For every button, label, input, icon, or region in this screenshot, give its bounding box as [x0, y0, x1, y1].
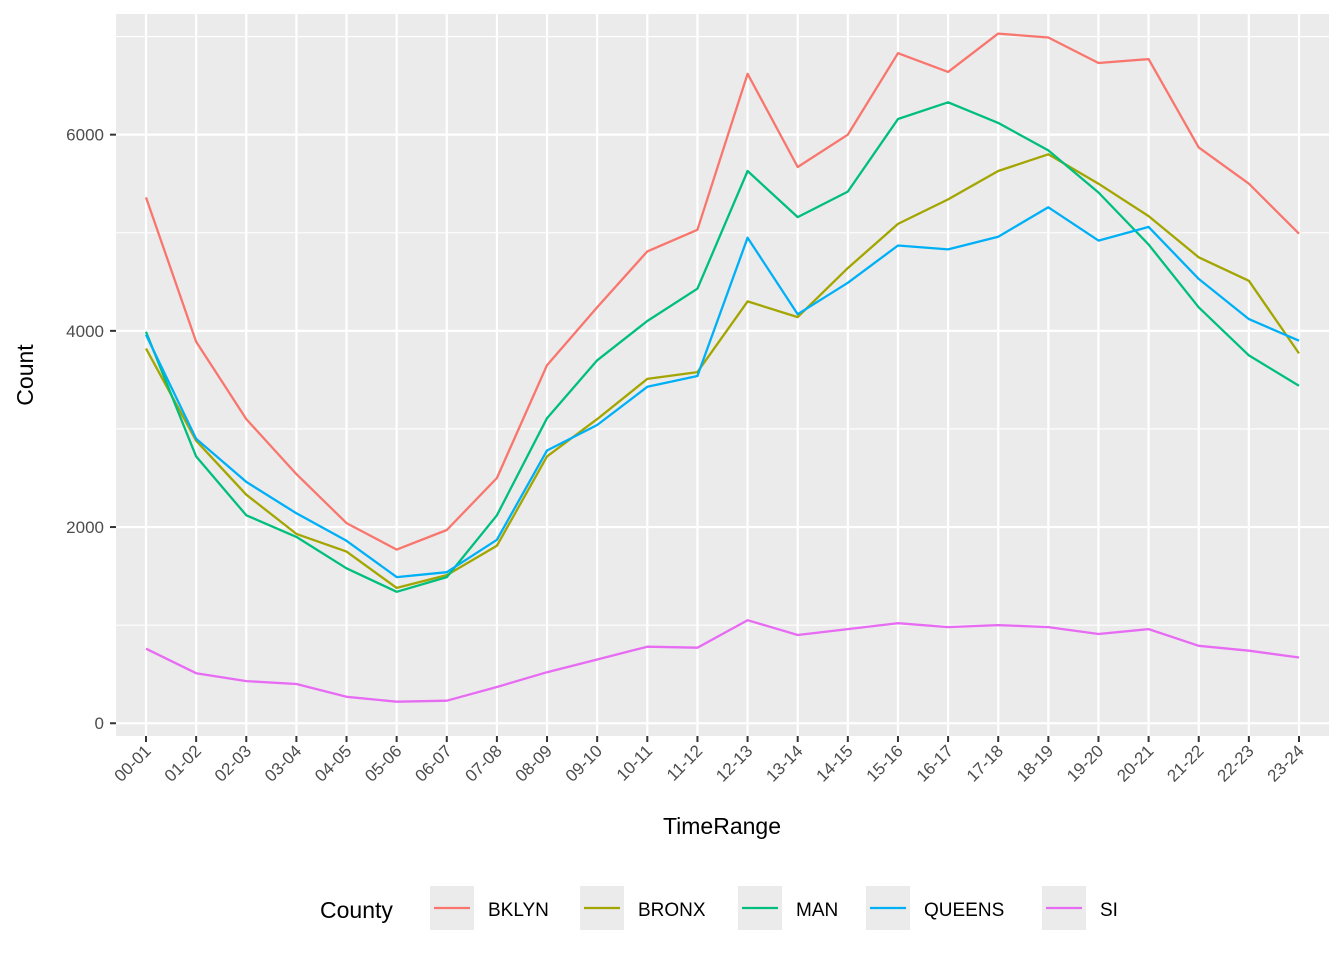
x-tick-label: 20-21: [1113, 741, 1157, 785]
series-line-si: [145, 619, 1300, 703]
x-tick-label: 03-04: [261, 741, 305, 785]
x-tick-label: 07-08: [462, 741, 506, 785]
legend-label: BRONX: [638, 900, 706, 921]
x-tick-label: 19-20: [1063, 741, 1107, 785]
legend-title: County: [320, 897, 393, 923]
y-axis: 0 2000 4000 6000: [66, 126, 116, 733]
x-tick-label: 05-06: [361, 741, 405, 785]
y-tick-label: 4000: [66, 322, 104, 341]
series-line-bklyn: [144, 32, 1300, 551]
x-tick-label: 11-12: [663, 741, 706, 784]
series-line-man: [144, 101, 1300, 593]
legend: County BKLYN BRONX MAN QUEENS SI: [320, 886, 1118, 930]
x-tick-label: 16-17: [913, 741, 957, 785]
y-axis-title: Count: [12, 344, 38, 406]
x-tick-label: 12-13: [712, 741, 756, 785]
legend-label: MAN: [796, 900, 838, 921]
x-tick-label: 09-10: [562, 741, 606, 785]
x-tick-label: 22-23: [1214, 741, 1258, 785]
x-axis: 00-01 01-02 02-03 03-04 04-05 05-06 06-07 07-08…: [111, 736, 1308, 786]
x-tick-label: 06-07: [411, 741, 455, 785]
legend-label: BKLYN: [488, 900, 549, 921]
series-line-queens: [144, 206, 1300, 579]
x-tick-label: 17-18: [963, 741, 1007, 785]
y-tick-label: 2000: [66, 518, 104, 537]
series-lines: [144, 32, 1300, 703]
x-tick-label: 08-09: [512, 741, 556, 785]
x-tick-label: 23-24: [1264, 741, 1308, 785]
x-tick-label: 00-01: [111, 741, 155, 785]
grid-major: [116, 14, 1329, 736]
x-tick-label: 01-02: [161, 741, 205, 785]
y-tick-label: 6000: [66, 126, 104, 145]
x-axis-title: TimeRange: [663, 813, 781, 839]
x-tick-label: 18-19: [1013, 741, 1057, 785]
x-tick-label: 15-16: [863, 741, 907, 785]
legend-label: SI: [1100, 900, 1118, 921]
x-tick-label: 13-14: [762, 741, 806, 785]
x-tick-label: 04-05: [311, 741, 355, 785]
x-tick-label: 02-03: [211, 741, 255, 785]
y-tick-label: 0: [95, 714, 104, 733]
legend-label: QUEENS: [924, 900, 1004, 921]
plot-panel: [116, 14, 1329, 736]
x-tick-label: 14-15: [812, 741, 856, 785]
x-tick-label: 10-11: [613, 741, 656, 784]
series-line-bronx: [144, 153, 1300, 590]
x-tick-label: 21-22: [1163, 741, 1207, 785]
